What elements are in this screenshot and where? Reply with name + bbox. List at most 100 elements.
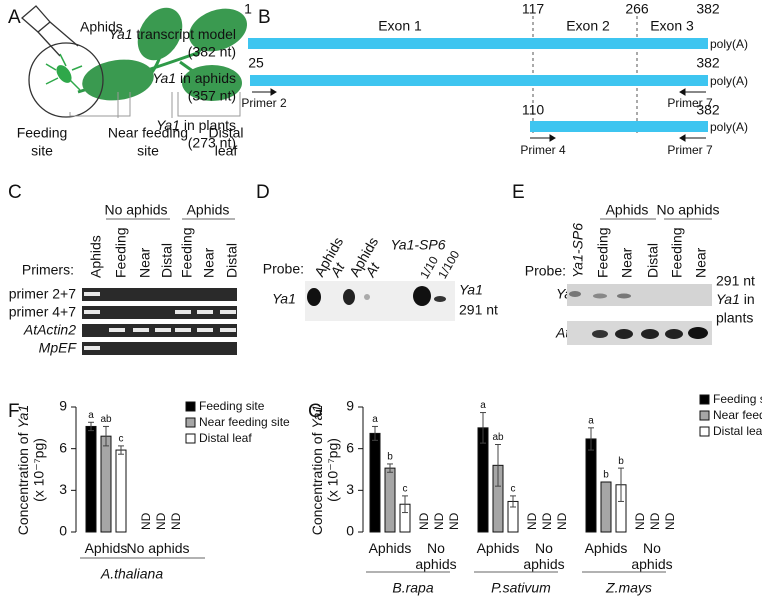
gel-band [155,328,171,332]
exon-label: Exon 3 [650,18,694,34]
legend-label: Feeding site [713,392,762,406]
legend-label: Distal leaf [199,431,252,445]
significance-letter: b [618,456,624,467]
significance-letter: a [372,414,378,425]
exon-label: Exon 1 [378,18,422,34]
lane-label: Ya1-SP6 [570,223,586,278]
group-label: Aphids [606,202,649,218]
y-tick-label: 0 [59,523,67,539]
primer-label: Primer 2 [241,96,287,110]
label: Primers: [22,262,74,278]
significance-letter: a [88,410,94,421]
legend-swatch [699,410,710,421]
value-label: ND [633,512,647,530]
label: (357 nt) [188,88,236,104]
x-tick-label: Aphids [584,540,628,556]
label: Ya1 in aphids [152,70,236,86]
gel-band [84,292,100,296]
value-label: ND [417,512,431,530]
x-tick-label: No aphids [126,540,190,556]
gene: Ya1 [109,26,133,42]
significance-letter: c [511,484,516,495]
lane-label: Near [201,247,217,278]
y-tick-label: 9 [59,398,67,414]
panel-letter: F [8,401,20,422]
bar [600,481,612,533]
lane-label: Feeding [113,227,129,278]
significance-letter: a [480,400,486,411]
x-category: Aphids [477,540,520,556]
error-bar [118,445,124,455]
gel [82,288,237,355]
x-category: Aphids [85,540,128,556]
error-bar [88,421,94,432]
label: (382 nt) [188,44,236,60]
bar [369,432,381,533]
label: transcript model [136,26,236,42]
lane-label: Near [137,247,153,278]
panel-letter: C [8,182,22,203]
bar [384,467,396,533]
group-label: No aphids [104,202,167,218]
panel-letter: A [8,7,21,28]
gel-band [84,310,100,314]
label: Ya1 [459,282,483,298]
significance-letter: c [403,484,408,495]
value-label: ND [139,512,153,530]
lane-label: Feeding [669,227,685,278]
value-label: ND [663,512,677,530]
lane-label: Feeding [179,227,195,278]
x-category: Aphids [584,540,628,556]
value-label: ND [525,512,539,530]
x-category: No aphids [415,540,457,572]
row-label: MpEF [39,340,78,356]
plant-illustration [21,5,248,118]
gel-band [133,328,149,332]
error-bar [103,425,109,447]
significance-letter: c [119,434,124,445]
group-label: A.thaliana [100,566,163,582]
error-bar [588,427,594,451]
gel-band [109,328,125,332]
group-label: Aphids [187,202,230,218]
gel-band [220,310,236,314]
row-label: primer 4+7 [9,304,77,320]
error-bar [480,412,486,444]
y-axis-label: Concentration of [15,432,31,535]
gene: Ya1 [716,291,740,307]
lane-label: Distal [159,243,175,278]
y-tick-label: 6 [59,439,67,455]
value-label: ND [555,512,569,530]
gel-band [175,328,191,332]
legend-label: Near feeding site [199,415,290,429]
significance-letter: b [387,452,393,463]
label: Ya1-SP6 [391,237,446,253]
gel-strip [82,306,237,319]
y-axis-label: Concentration of Ya1 [15,405,31,536]
blot [567,284,712,345]
position: 110 [522,102,545,118]
row-label: primer 2+7 [9,286,77,302]
label: in plants [184,117,236,133]
x-tick-label: No aphids [415,540,457,572]
legend-swatch [185,417,196,428]
value-label: ND [154,512,168,530]
value-label: ND [540,512,554,530]
panel-letter: G [308,401,323,422]
y-axis-unit: (x 10⁻⁷pg) [325,438,341,502]
error-bar [372,425,378,441]
gel-strip [82,288,237,301]
x-tick-label: Aphids [368,540,412,556]
value-label: ND [169,512,183,530]
label: Ya1 in [716,291,755,307]
legend-swatch [185,433,196,444]
error-bar [618,467,624,502]
label: 1/10 [417,254,441,282]
label: Distal [208,125,243,141]
value-label: ND [648,512,662,530]
gel-band [197,310,213,314]
bar [115,449,127,533]
y-tick-label: 9 [346,398,354,414]
primer-label: Primer 4 [520,143,566,157]
label: site [137,143,159,159]
